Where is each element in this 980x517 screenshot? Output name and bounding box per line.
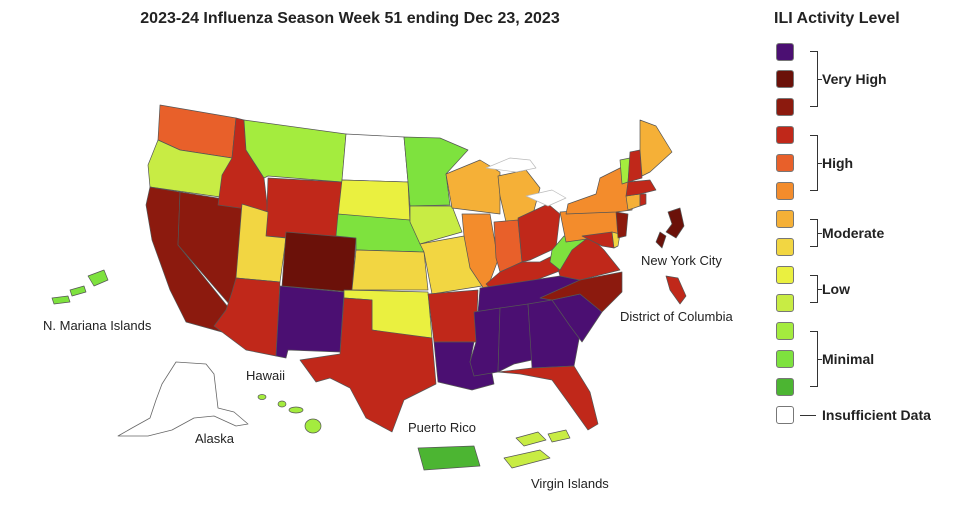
state-connecticut[interactable] <box>625 193 641 211</box>
legend-tick-low <box>818 289 822 290</box>
legend-swatch-h9 <box>776 154 794 172</box>
legend-group-low: Low <box>822 281 850 297</box>
legend-bracket-minimal <box>810 331 818 387</box>
label-n-mariana-islands: N. Mariana Islands <box>43 318 152 333</box>
legend-group-insufficient: Insufficient Data <box>822 407 931 423</box>
state-north-carolina[interactable] <box>539 271 623 313</box>
inset-new-york-city[interactable] <box>655 207 685 249</box>
legend-swatch-l5 <box>776 266 794 284</box>
legend-swatch-vh11 <box>776 98 794 116</box>
label-alaska: Alaska <box>195 431 235 446</box>
state-florida[interactable] <box>497 365 599 431</box>
legend-title: ILI Activity Level <box>774 10 900 27</box>
legend-swatch-h10 <box>776 126 794 144</box>
legend-swatch-m6 <box>776 238 794 256</box>
label-hawaii: Hawaii <box>246 368 285 383</box>
state-colorado[interactable] <box>281 231 357 293</box>
inset-district-of-columbia[interactable] <box>665 275 687 305</box>
legend-swatch-vh12 <box>776 70 794 88</box>
legend-swatch-vh13 <box>776 43 794 61</box>
label-puerto-rico: Puerto Rico <box>408 420 476 435</box>
legend-tick-minimal <box>818 359 822 360</box>
legend-bracket-moderate <box>810 219 818 247</box>
great-lakes <box>485 157 567 207</box>
state-minnesota[interactable] <box>403 136 469 207</box>
state-maryland[interactable] <box>581 231 615 249</box>
legend-group-very-high: Very High <box>822 71 887 87</box>
label-district-of-columbia: District of Columbia <box>620 309 733 324</box>
legend-swatch-min2 <box>776 350 794 368</box>
state-wyoming[interactable] <box>265 177 343 243</box>
legend-swatch-min1 <box>776 378 794 396</box>
legend: ILI Activity Level <box>774 10 974 36</box>
state-kansas[interactable] <box>351 249 429 291</box>
legend-swatch-h8 <box>776 182 794 200</box>
legend-bracket-very-high <box>810 51 818 107</box>
territory-virgin-islands[interactable] <box>503 429 571 469</box>
legend-group-minimal: Minimal <box>822 351 875 367</box>
legend-swatch-l4 <box>776 294 794 312</box>
state-alaska[interactable] <box>117 361 249 437</box>
state-iowa[interactable] <box>409 205 463 245</box>
legend-tick-insufficient <box>800 415 816 416</box>
legend-bracket-high <box>810 135 818 191</box>
label-new-york-city: New York City <box>641 253 722 268</box>
territory-puerto-rico[interactable] <box>417 445 481 471</box>
state-new-jersey[interactable] <box>615 211 629 239</box>
us-ili-map: New York City District of Columbia N. Ma… <box>43 104 733 491</box>
legend-tick-very-high <box>818 79 822 80</box>
state-new-mexico[interactable] <box>275 285 345 359</box>
legend-swatch-min3 <box>776 322 794 340</box>
state-north-dakota[interactable] <box>341 133 409 183</box>
legend-tick-high <box>818 163 822 164</box>
legend-group-moderate: Moderate <box>822 225 885 241</box>
state-maine[interactable] <box>639 119 673 177</box>
legend-tick-moderate <box>818 233 822 234</box>
state-new-hampshire[interactable] <box>627 149 643 183</box>
map-title: 2023-24 Influenza Season Week 51 ending … <box>140 10 560 27</box>
state-rhode-island[interactable] <box>639 193 647 207</box>
legend-bracket-low <box>810 275 818 303</box>
legend-group-high: High <box>822 155 854 171</box>
label-virgin-islands: Virgin Islands <box>531 476 609 491</box>
state-massachusetts[interactable] <box>625 179 657 197</box>
state-arkansas[interactable] <box>427 289 479 343</box>
territory-n-mariana-islands[interactable] <box>51 269 109 305</box>
legend-swatch-insufficient <box>776 406 794 424</box>
state-georgia[interactable] <box>527 299 581 369</box>
state-hawaii[interactable] <box>257 394 322 434</box>
legend-swatch-m7 <box>776 210 794 228</box>
state-texas[interactable] <box>299 297 437 433</box>
state-alabama[interactable] <box>497 303 533 373</box>
